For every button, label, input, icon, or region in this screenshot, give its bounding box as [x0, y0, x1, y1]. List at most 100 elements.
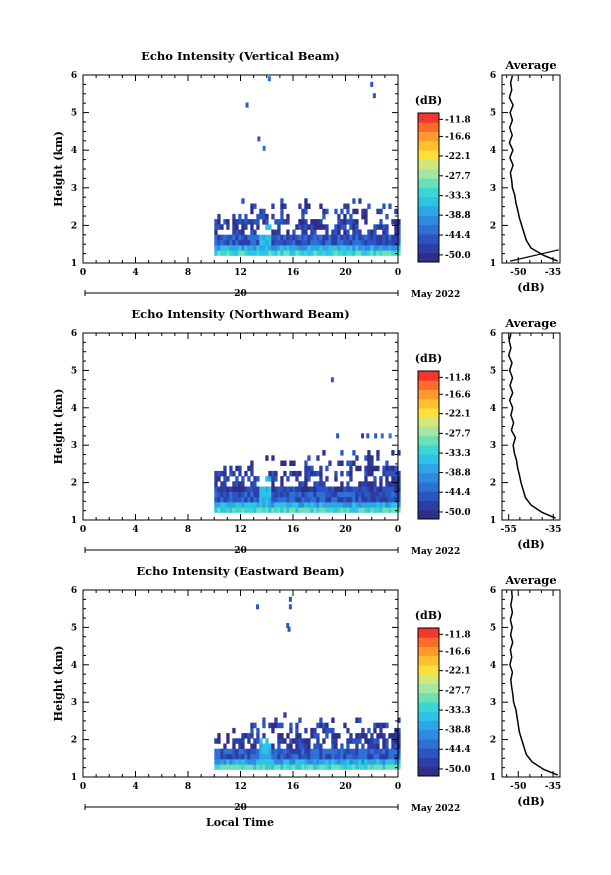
heatmap-cell — [238, 470, 242, 477]
heatmap-cell — [340, 224, 344, 230]
heatmap-cell — [286, 486, 290, 492]
heatmap-cell — [376, 748, 380, 755]
heatmap-cell — [367, 759, 371, 765]
heatmap-cell — [298, 496, 302, 503]
heatmap-cell — [310, 219, 314, 225]
heatmap-cell — [226, 502, 230, 508]
heatmap-cell — [316, 481, 320, 487]
heatmap-cell — [331, 753, 335, 760]
heatmap-cell — [340, 245, 344, 251]
colorbar-tick-label: -50.0 — [445, 251, 471, 261]
heatmap-cell — [352, 759, 356, 765]
heatmap-cell — [250, 507, 254, 513]
heatmap-cell — [379, 502, 383, 508]
colorbar-tick-label: -38.8 — [445, 468, 471, 478]
heatmap-cell — [361, 748, 365, 755]
heatmap-cell — [346, 738, 350, 744]
heatmap-cell — [340, 764, 344, 770]
heatmap-cell — [244, 491, 248, 498]
scatter-point — [288, 596, 292, 602]
heatmap-cell — [388, 733, 392, 739]
heatmap-cell — [277, 753, 281, 760]
heatmap-cell — [394, 748, 398, 755]
heatmap-cell — [331, 496, 335, 503]
heatmap-cell — [223, 753, 227, 760]
heatmap-cell — [364, 507, 368, 513]
heatmap-cell — [334, 208, 338, 215]
heatmap-cell — [256, 748, 260, 755]
heatmap-cell — [298, 507, 302, 513]
heatmap-cell — [256, 486, 260, 492]
heatmap-cell — [337, 229, 341, 235]
heatmap-cell — [325, 491, 329, 498]
heatmap-cell — [343, 722, 347, 729]
heatmap-cell — [256, 224, 260, 230]
heatmap-cell — [223, 481, 227, 487]
heatmap-cell — [355, 743, 359, 749]
heatmap-cell — [283, 764, 287, 770]
heatmap-cell — [277, 496, 281, 503]
heatmap-cell — [340, 239, 344, 246]
heatmap-cell — [310, 727, 314, 734]
heatmap-cell — [331, 743, 335, 749]
heatmap-cell — [223, 743, 227, 749]
heatmap-cell — [313, 491, 317, 498]
heatmap-cell — [250, 748, 254, 755]
heatmap-cell — [283, 502, 287, 508]
heatmap-cell — [331, 727, 335, 734]
heatmap-cell — [397, 481, 401, 487]
heatmap-cell — [256, 764, 260, 770]
heatmap-cell — [346, 764, 350, 770]
heatmap-cell — [379, 759, 383, 765]
heatmap-cell — [238, 753, 242, 760]
heatmap-cell — [262, 753, 266, 760]
heatmap-cell — [382, 250, 386, 256]
heatmap-cell — [325, 476, 329, 482]
heatmap-cell — [283, 219, 287, 225]
heatmap-cell — [334, 486, 338, 492]
heatmap-cell — [256, 250, 260, 256]
colorbar-segment — [418, 454, 439, 464]
heatmap-cell — [298, 759, 302, 765]
profile-x-tick-label: -50 — [510, 268, 526, 278]
heatmap-cell — [355, 717, 359, 723]
heatmap-cell — [388, 753, 392, 760]
heatmap-cell — [289, 507, 293, 513]
heatmap-cell — [382, 234, 386, 241]
heatmap-cell — [304, 481, 308, 487]
heatmap-cell — [316, 496, 320, 503]
x-tick-label: 0 — [80, 782, 86, 792]
heatmap-cell — [241, 759, 245, 765]
heatmap-cell — [271, 245, 275, 251]
colorbar-segment — [418, 398, 439, 409]
colorbar-segment — [418, 757, 439, 768]
heatmap-cell — [352, 738, 356, 744]
heatmap-cell — [349, 250, 353, 256]
heatmap-cell — [382, 486, 386, 492]
heatmap-cell — [376, 738, 380, 744]
heatmap-cell — [322, 481, 326, 487]
colorbar-segment — [418, 482, 439, 492]
colorbar-segment — [418, 509, 439, 520]
scatter-point — [256, 604, 260, 610]
heatmap-cell — [307, 759, 311, 765]
heatmap-cell — [337, 733, 341, 739]
heatmap-cell — [370, 733, 374, 739]
heatmap-cell — [214, 250, 218, 256]
heatmap-cell — [379, 764, 383, 770]
heatmap-cell — [259, 234, 263, 241]
heatmap-cell — [340, 753, 344, 760]
heatmap-cell — [346, 470, 350, 477]
heatmap-cell — [346, 229, 350, 235]
heatmap-cell — [361, 753, 365, 760]
heatmap-cell — [397, 450, 401, 456]
heatmap-cell — [364, 738, 368, 744]
profile-y-tick-label: 2 — [490, 221, 496, 231]
heatmap-cell — [346, 502, 350, 508]
day-label: 20 — [234, 546, 247, 556]
heatmap-cell — [340, 491, 344, 498]
heatmap-cell — [370, 743, 374, 749]
colorbar-segment — [418, 389, 439, 400]
heatmap-cell — [364, 213, 368, 220]
heatmap-cell — [265, 759, 269, 765]
